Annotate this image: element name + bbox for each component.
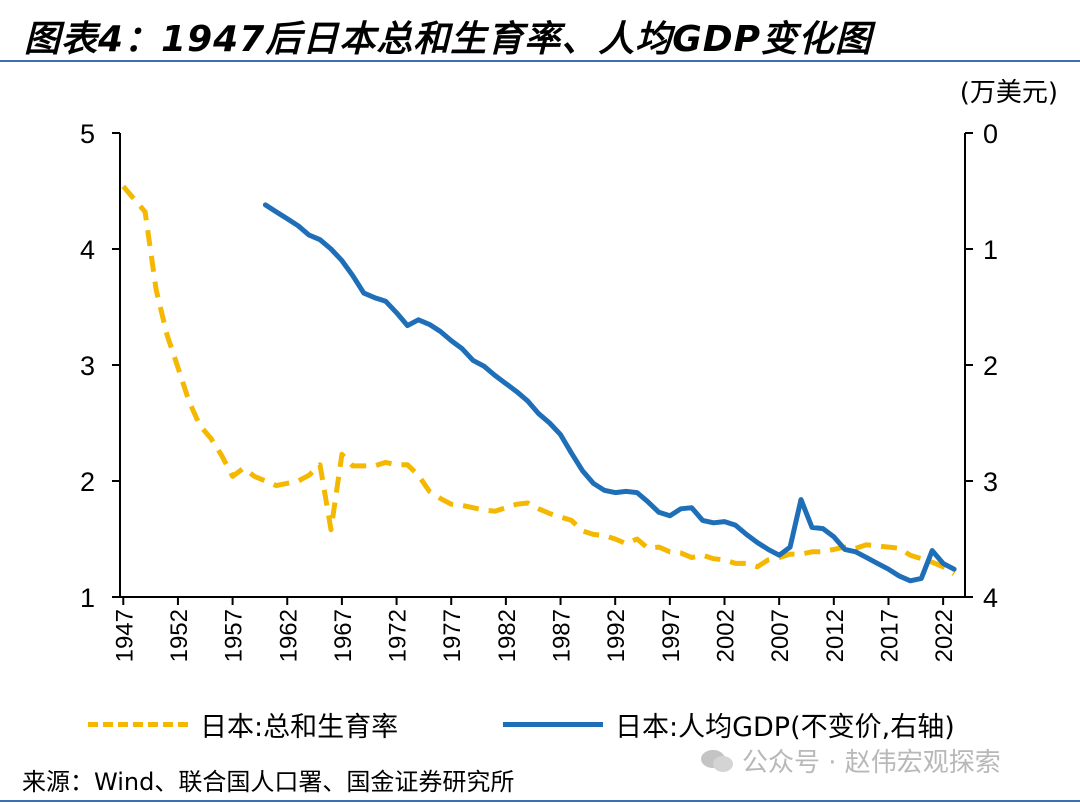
legend-label-tfr: 日本:总和生育率 xyxy=(200,712,399,743)
legend-label-gdp: 日本:人均GDP(不变价,右轴) xyxy=(615,712,955,743)
right-tick-label: 0 xyxy=(983,119,998,149)
legend: 日本:总和生育率 日本:人均GDP(不变价,右轴) xyxy=(0,705,1080,745)
x-tick-label: 1952 xyxy=(166,609,193,662)
source-note: 来源：Wind、联合国人口署、国金证券研究所 xyxy=(22,768,515,796)
footer-divider xyxy=(0,800,1080,802)
left-tick-label: 5 xyxy=(80,119,95,149)
chart-title: 图表4：1947后日本总和生育率、人均GDP变化图 xyxy=(24,19,873,60)
x-tick-label: 2022 xyxy=(931,609,958,662)
x-tick-label: 1967 xyxy=(330,609,357,662)
right-tick-label: 3 xyxy=(983,467,998,497)
x-tick-label: 1972 xyxy=(385,609,412,662)
x-tick-label: 2017 xyxy=(876,609,903,662)
x-tick-label: 2007 xyxy=(767,609,794,662)
left-tick-label: 2 xyxy=(80,467,95,497)
x-tick-label: 1987 xyxy=(549,609,576,662)
x-tick-label: 2012 xyxy=(822,609,849,662)
x-tick-label: 1962 xyxy=(275,609,302,662)
x-tick-label: 2002 xyxy=(713,609,740,662)
wechat-icon xyxy=(701,749,733,772)
left-tick-label: 1 xyxy=(80,583,95,613)
left-tick-label: 4 xyxy=(80,235,95,265)
x-tick-label: 1997 xyxy=(658,609,685,662)
legend-item-tfr: 日本:总和生育率 xyxy=(88,705,398,744)
x-tick-label: 1992 xyxy=(603,609,630,662)
series-line-tfr xyxy=(121,184,956,576)
x-tick-label: 1947 xyxy=(111,609,138,662)
legend-item-gdp: 日本:人均GDP(不变价,右轴) xyxy=(503,705,955,744)
x-tick-label: 1982 xyxy=(494,609,521,662)
left-tick-label: 3 xyxy=(80,351,95,381)
right-tick-label: 2 xyxy=(983,351,998,381)
watermark: 公众号 · 赵伟宏观探索 xyxy=(700,742,1001,779)
right-tick-label: 1 xyxy=(983,235,998,265)
legend-swatch-gdp xyxy=(503,722,603,727)
legend-swatch-tfr xyxy=(88,722,188,727)
title-divider xyxy=(0,60,1080,62)
right-axis-unit: (万美元) xyxy=(959,78,1058,108)
x-tick-label: 1977 xyxy=(439,609,466,662)
series-line-gdp xyxy=(262,202,957,584)
watermark-text: 公众号 · 赵伟宏观探索 xyxy=(742,748,1001,778)
right-tick-label: 4 xyxy=(983,583,998,613)
x-tick-label: 1957 xyxy=(221,609,248,662)
